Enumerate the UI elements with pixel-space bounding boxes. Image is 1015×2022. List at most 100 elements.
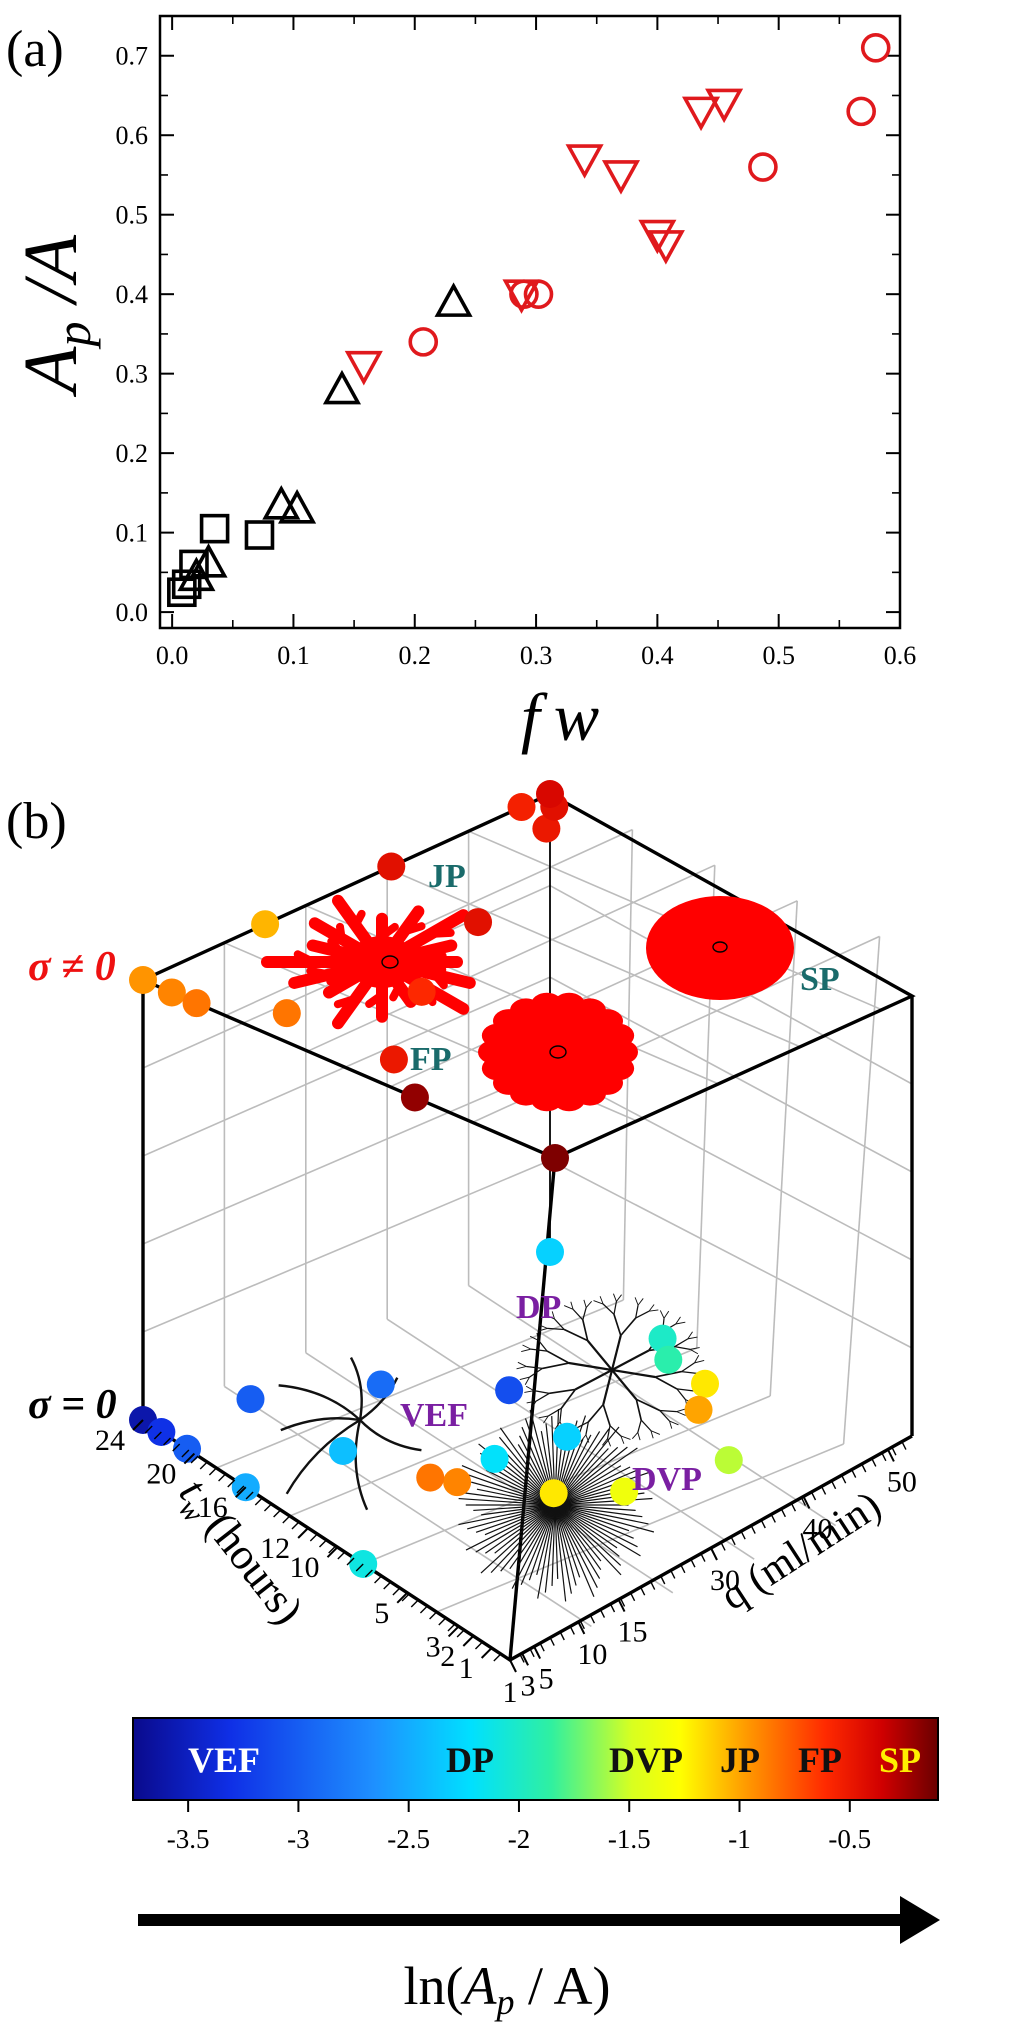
tw-minor-tick <box>263 1503 272 1512</box>
q-tick-label: 10 <box>577 1638 607 1671</box>
dp-branch <box>563 1328 589 1342</box>
square-marker <box>167 577 197 608</box>
tw-tick-label: 20 <box>146 1458 176 1491</box>
dvp-branch <box>554 1504 620 1557</box>
jp-branch <box>419 948 447 960</box>
dp-branch <box>635 1399 642 1421</box>
bottom-plane-point <box>416 1463 445 1492</box>
q-minor-tick <box>660 1575 666 1585</box>
panel-a-label: (a) <box>6 21 64 78</box>
q-minor-tick <box>519 1654 525 1663</box>
vef-finger <box>349 1356 363 1421</box>
tw-tick-label: 12 <box>260 1532 290 1565</box>
colorbar-pattern-label: SP <box>879 1740 921 1780</box>
tw-minor-tick <box>153 1431 162 1440</box>
q-tick-label: 1 <box>503 1676 518 1709</box>
dp-branch <box>676 1388 694 1392</box>
grid-line <box>216 1299 624 1469</box>
q-minor-tick <box>650 1581 656 1590</box>
dp-branch <box>663 1310 670 1319</box>
q-minor-tick <box>569 1626 575 1635</box>
tw-tick <box>396 1592 408 1604</box>
dvp-branch <box>511 1504 556 1589</box>
dvp-branch <box>476 1488 556 1506</box>
dp-branch <box>572 1308 584 1321</box>
dvp-branch <box>554 1504 634 1539</box>
grid-line <box>307 864 716 1052</box>
dp-branch <box>674 1338 689 1348</box>
dvp-branch <box>554 1504 638 1548</box>
bottom-plane-point <box>536 1238 564 1266</box>
y-tick-label: 0.7 <box>116 42 149 71</box>
dvp-branch <box>500 1504 556 1572</box>
y-tick-label: 0.2 <box>116 439 149 468</box>
colorbar-tick-label: -2.5 <box>387 1824 430 1854</box>
tw-minor-tick <box>364 1569 373 1578</box>
dvp-branch <box>554 1504 601 1579</box>
y-axis-label: Ap /A <box>9 234 101 398</box>
dvp-branch <box>520 1504 556 1585</box>
dp-branch <box>574 1369 613 1391</box>
colorbar-pattern-label: FP <box>798 1740 842 1780</box>
q-minor-tick <box>629 1592 636 1602</box>
x-tick-label: 0.5 <box>762 641 795 670</box>
tw-minor-tick <box>190 1455 199 1464</box>
tw-minor-tick <box>493 1653 502 1662</box>
q-tick <box>617 1599 626 1612</box>
tw-minor-tick <box>282 1515 291 1524</box>
y-tick-label: 0.0 <box>116 598 149 627</box>
grid-line <box>842 936 881 1445</box>
dp-branch <box>554 1318 565 1330</box>
jp-branch <box>293 950 317 966</box>
tw-minor-tick <box>254 1497 263 1506</box>
bottom-plane-point <box>495 1376 524 1405</box>
dp-branch <box>613 1293 617 1302</box>
tw-minor-tick <box>419 1605 428 1614</box>
x-tick-label: 0.4 <box>641 641 674 670</box>
q-minor-tick <box>720 1542 726 1551</box>
top-plane-point <box>182 989 211 1018</box>
dp-branch <box>640 1419 652 1432</box>
dvp-branch <box>458 1504 556 1526</box>
tw-minor-tick <box>374 1575 383 1584</box>
triangle-down-marker <box>705 88 744 124</box>
top-plane-point <box>377 852 406 881</box>
grid-line <box>289 1347 698 1517</box>
y-tick-label: 0.6 <box>116 121 149 150</box>
triangle-up-marker <box>434 282 473 317</box>
q-minor-tick <box>800 1497 807 1506</box>
panel-b-label: (b) <box>6 793 67 850</box>
dp-branch <box>599 1296 604 1305</box>
dp-branch <box>602 1438 608 1446</box>
q-minor-tick <box>810 1491 817 1501</box>
q-minor-tick <box>539 1642 545 1652</box>
dp-branch <box>676 1411 686 1416</box>
dvp-branch <box>554 1504 643 1518</box>
dvp-branch <box>554 1471 649 1506</box>
sp-label: SP <box>800 961 840 998</box>
tw-tick <box>132 1419 144 1431</box>
bottom-plane-point <box>648 1324 677 1353</box>
tw-minor-tick <box>236 1485 245 1494</box>
bottom-plane-point <box>329 1436 358 1465</box>
tw-minor-tick <box>401 1593 410 1602</box>
tw-minor-tick <box>337 1551 346 1560</box>
jp-branch <box>335 922 346 943</box>
dvp-branch <box>481 1504 556 1516</box>
jp-branch <box>327 937 345 957</box>
dp-branch <box>570 1301 574 1310</box>
bottom-plane-point <box>443 1468 472 1497</box>
tw-minor-tick <box>218 1473 227 1482</box>
dvp-branch <box>554 1504 622 1576</box>
dp-branch <box>559 1408 563 1422</box>
arrow-head <box>900 1896 940 1944</box>
tw-minor-tick <box>438 1617 447 1626</box>
grid-line <box>386 867 800 1048</box>
tw-minor-tick <box>346 1557 355 1566</box>
top-plane-point <box>407 977 436 1006</box>
top-plane-point <box>272 999 301 1028</box>
dp-branch <box>602 1369 614 1405</box>
dvp-branch <box>528 1504 556 1581</box>
q-tick <box>577 1621 586 1635</box>
